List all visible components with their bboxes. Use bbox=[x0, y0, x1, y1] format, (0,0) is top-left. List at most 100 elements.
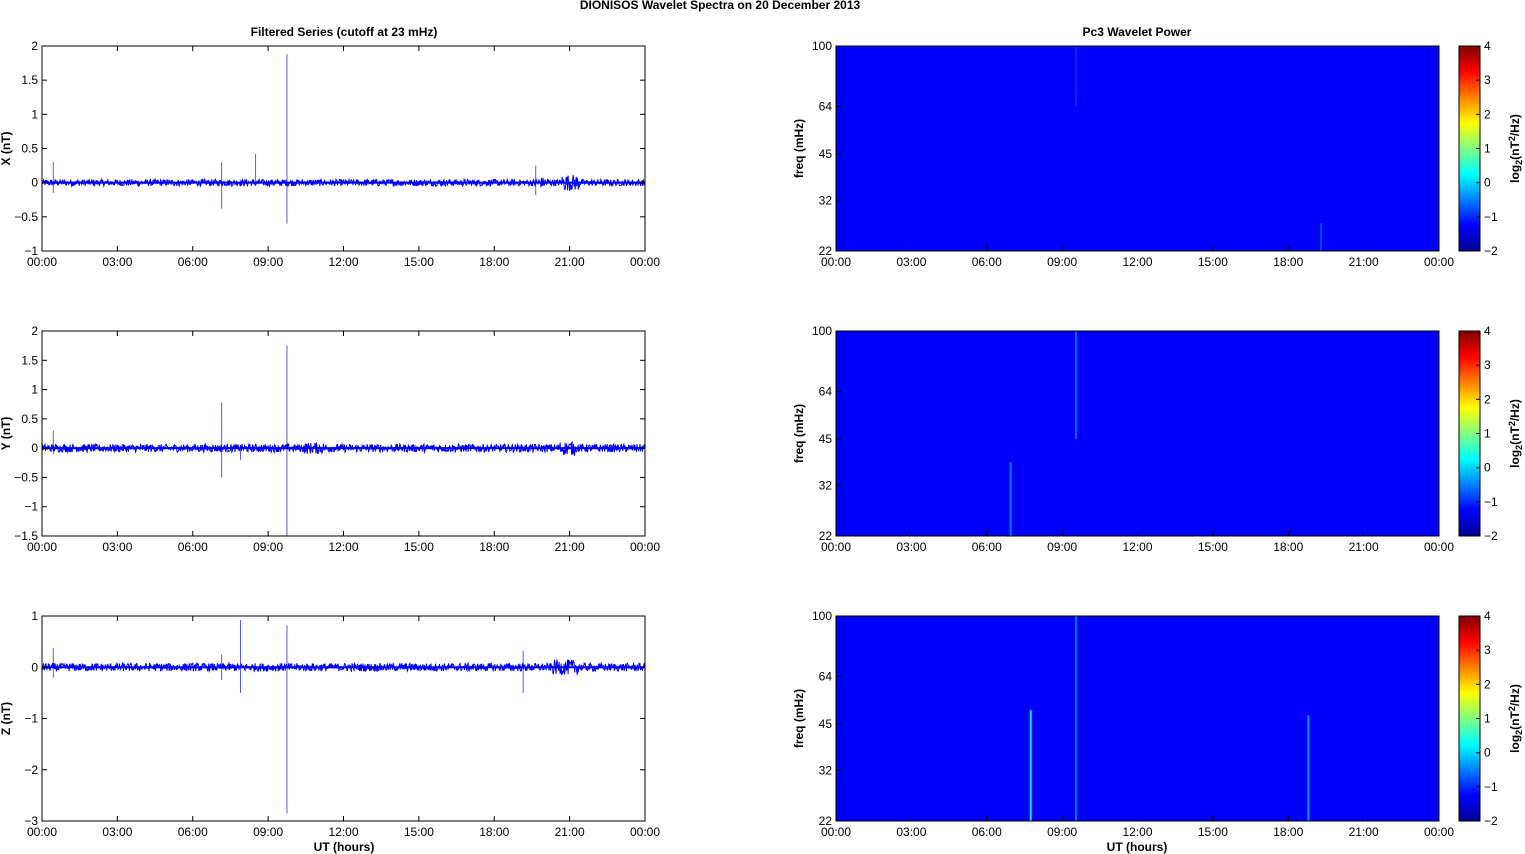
z-series-xtick-label-7: 21:00 bbox=[555, 825, 585, 839]
x-wavelet-xtick-label-6: 18:00 bbox=[1273, 255, 1303, 269]
x-wavelet-ytick-label-2: 45 bbox=[819, 147, 833, 161]
x-wavelet-xtick-label-5: 15:00 bbox=[1198, 255, 1228, 269]
x-wavelet-panel: 00:00 03:00 06:00 09:00 12:00 15:00 18:00 21:00… bbox=[792, 39, 1524, 269]
y-series-ytick-label-3: 0 bbox=[31, 441, 38, 455]
x-series-xtick-label-1: 03:00 bbox=[102, 255, 132, 269]
x-series-panel: 00:00 03:00 06:00 09:00 12:00 15:00 18:00 21:00… bbox=[0, 39, 660, 269]
z-wavelet-xtick-label-5: 15:00 bbox=[1198, 825, 1228, 839]
z-wavelet-ytick-label-1: 32 bbox=[819, 763, 833, 777]
x-axis-label-right: UT (hours) bbox=[1107, 840, 1168, 854]
z-wavelet-ylabel: freq (mHz) bbox=[792, 689, 806, 748]
right-column-title: Pc3 Wavelet Power bbox=[1083, 25, 1192, 39]
figure-suptitle: DIONISOS Wavelet Spectra on 20 December … bbox=[580, 0, 861, 12]
y-series-xtick-label-1: 03:00 bbox=[102, 540, 132, 554]
y-wavelet-xtick-label-2: 06:00 bbox=[972, 540, 1002, 554]
x-wavelet-ytick-label-4: 100 bbox=[812, 39, 832, 53]
z-wavelet-colorbar-tick-label-4: 2 bbox=[1484, 677, 1491, 691]
y-wavelet-ytick-label-4: 100 bbox=[812, 324, 832, 338]
z-wavelet-feature-2 bbox=[1307, 715, 1310, 821]
y-wavelet-xtick-label-7: 21:00 bbox=[1349, 540, 1379, 554]
z-wavelet-xtick-label-0: 00:00 bbox=[821, 825, 851, 839]
x-wavelet-feature-1 bbox=[1319, 223, 1322, 251]
y-wavelet-colorbar-tick-label-4: 2 bbox=[1484, 392, 1491, 406]
x-wavelet-ytick-label-1: 32 bbox=[819, 193, 833, 207]
y-wavelet-spectrum-background bbox=[836, 331, 1439, 536]
z-series-xtick-label-4: 12:00 bbox=[328, 825, 358, 839]
z-wavelet-colorbar-tick-label-2: 0 bbox=[1484, 746, 1491, 760]
z-series-xtick-label-3: 09:00 bbox=[253, 825, 283, 839]
z-series-ytick-label-3: 0 bbox=[31, 660, 38, 674]
y-wavelet-colorbar-tick-label-0: −2 bbox=[1484, 529, 1498, 543]
z-wavelet-feature-1 bbox=[1074, 616, 1077, 821]
z-wavelet-colorbar-tick-label-1: −1 bbox=[1484, 780, 1498, 794]
y-series-ylabel: Y (nT) bbox=[0, 417, 13, 451]
y-series-xtick-label-6: 18:00 bbox=[479, 540, 509, 554]
x-series-ytick-label-5: 1.5 bbox=[21, 73, 38, 87]
y-wavelet-ytick-label-3: 64 bbox=[819, 384, 833, 398]
x-wavelet-colorbar-label: log2(nT2/Hz) bbox=[1507, 114, 1524, 183]
x-series-xtick-label-5: 15:00 bbox=[404, 255, 434, 269]
x-wavelet-xtick-label-8: 00:00 bbox=[1424, 255, 1454, 269]
x-wavelet-colorbar-tick-label-6: 4 bbox=[1484, 39, 1491, 53]
x-wavelet-xtick-label-7: 21:00 bbox=[1349, 255, 1379, 269]
y-wavelet-panel: 00:00 03:00 06:00 09:00 12:00 15:00 18:00 21:00… bbox=[792, 324, 1524, 554]
x-series-xtick-label-2: 06:00 bbox=[178, 255, 208, 269]
y-wavelet-colorbar-tick-label-6: 4 bbox=[1484, 324, 1491, 338]
y-series-ytick-label-7: 2 bbox=[31, 324, 38, 338]
y-series-ytick-label-0: −1.5 bbox=[14, 529, 38, 543]
x-series-ytick-label-0: −1 bbox=[24, 244, 38, 258]
x-series-ytick-label-6: 2 bbox=[31, 39, 38, 53]
z-series-ytick-label-2: −1 bbox=[24, 712, 38, 726]
y-wavelet-colorbar-tick-label-2: 0 bbox=[1484, 461, 1491, 475]
z-wavelet-xtick-label-4: 12:00 bbox=[1122, 825, 1152, 839]
x-series-xtick-label-7: 21:00 bbox=[555, 255, 585, 269]
z-series-panel: 00:00 03:00 06:00 09:00 12:00 15:00 18:00 21:00… bbox=[0, 609, 660, 839]
y-wavelet-colorbar-tick-label-1: −1 bbox=[1484, 495, 1498, 509]
y-wavelet-ytick-label-2: 45 bbox=[819, 432, 833, 446]
z-wavelet-panel: 00:00 03:00 06:00 09:00 12:00 15:00 18:00 21:00… bbox=[792, 609, 1524, 839]
z-series-plot-area bbox=[42, 616, 645, 821]
z-wavelet-xtick-label-6: 18:00 bbox=[1273, 825, 1303, 839]
y-series-trace bbox=[41, 441, 646, 457]
x-series-ytick-label-2: 0 bbox=[31, 176, 38, 190]
x-wavelet-colorbar-tick-label-0: −2 bbox=[1484, 244, 1498, 258]
x-wavelet-colorbar-tick-label-5: 3 bbox=[1484, 73, 1491, 87]
y-series-xtick-label-8: 00:00 bbox=[630, 540, 660, 554]
z-wavelet-colorbar-tick-label-0: −2 bbox=[1484, 814, 1498, 828]
y-wavelet-xtick-label-6: 18:00 bbox=[1273, 540, 1303, 554]
y-wavelet-xtick-label-0: 00:00 bbox=[821, 540, 851, 554]
y-wavelet-xtick-label-1: 03:00 bbox=[896, 540, 926, 554]
z-wavelet-colorbar-tick-label-5: 3 bbox=[1484, 643, 1491, 657]
x-wavelet-ytick-label-0: 22 bbox=[819, 244, 833, 258]
x-wavelet-ylabel: freq (mHz) bbox=[792, 119, 806, 178]
y-wavelet-xtick-label-5: 15:00 bbox=[1198, 540, 1228, 554]
z-wavelet-colorbar-label: log2(nT2/Hz) bbox=[1507, 684, 1524, 753]
x-series-plot-area bbox=[42, 46, 645, 251]
y-wavelet-feature-1 bbox=[1074, 331, 1077, 440]
z-wavelet-feature-0 bbox=[1029, 709, 1032, 821]
y-series-xtick-label-4: 12:00 bbox=[328, 540, 358, 554]
z-series-ytick-label-0: −3 bbox=[24, 814, 38, 828]
x-wavelet-feature-0 bbox=[1074, 46, 1077, 107]
y-wavelet-xtick-label-4: 12:00 bbox=[1122, 540, 1152, 554]
y-wavelet-colorbar-tick-label-3: 1 bbox=[1484, 427, 1491, 441]
x-wavelet-colorbar-tick-label-1: −1 bbox=[1484, 210, 1498, 224]
y-wavelet-xtick-label-3: 09:00 bbox=[1047, 540, 1077, 554]
y-series-xtick-label-7: 21:00 bbox=[555, 540, 585, 554]
z-series-xtick-label-2: 06:00 bbox=[178, 825, 208, 839]
y-series-plot-area bbox=[42, 331, 645, 536]
z-series-xtick-label-0: 00:00 bbox=[27, 825, 57, 839]
z-series-ytick-label-1: −2 bbox=[24, 763, 38, 777]
x-series-xtick-label-4: 12:00 bbox=[328, 255, 358, 269]
x-series-xtick-label-6: 18:00 bbox=[479, 255, 509, 269]
z-wavelet-ytick-label-2: 45 bbox=[819, 717, 833, 731]
y-wavelet-colorbar-label: log2(nT2/Hz) bbox=[1507, 399, 1524, 468]
z-wavelet-ytick-label-3: 64 bbox=[819, 669, 833, 683]
y-series-xtick-label-2: 06:00 bbox=[178, 540, 208, 554]
z-wavelet-xtick-label-2: 06:00 bbox=[972, 825, 1002, 839]
x-series-xtick-label-0: 00:00 bbox=[27, 255, 57, 269]
x-series-xtick-label-3: 09:00 bbox=[253, 255, 283, 269]
z-wavelet-colorbar-tick-label-6: 4 bbox=[1484, 609, 1491, 623]
x-series-xtick-label-8: 00:00 bbox=[630, 255, 660, 269]
y-wavelet-ylabel: freq (mHz) bbox=[792, 404, 806, 463]
